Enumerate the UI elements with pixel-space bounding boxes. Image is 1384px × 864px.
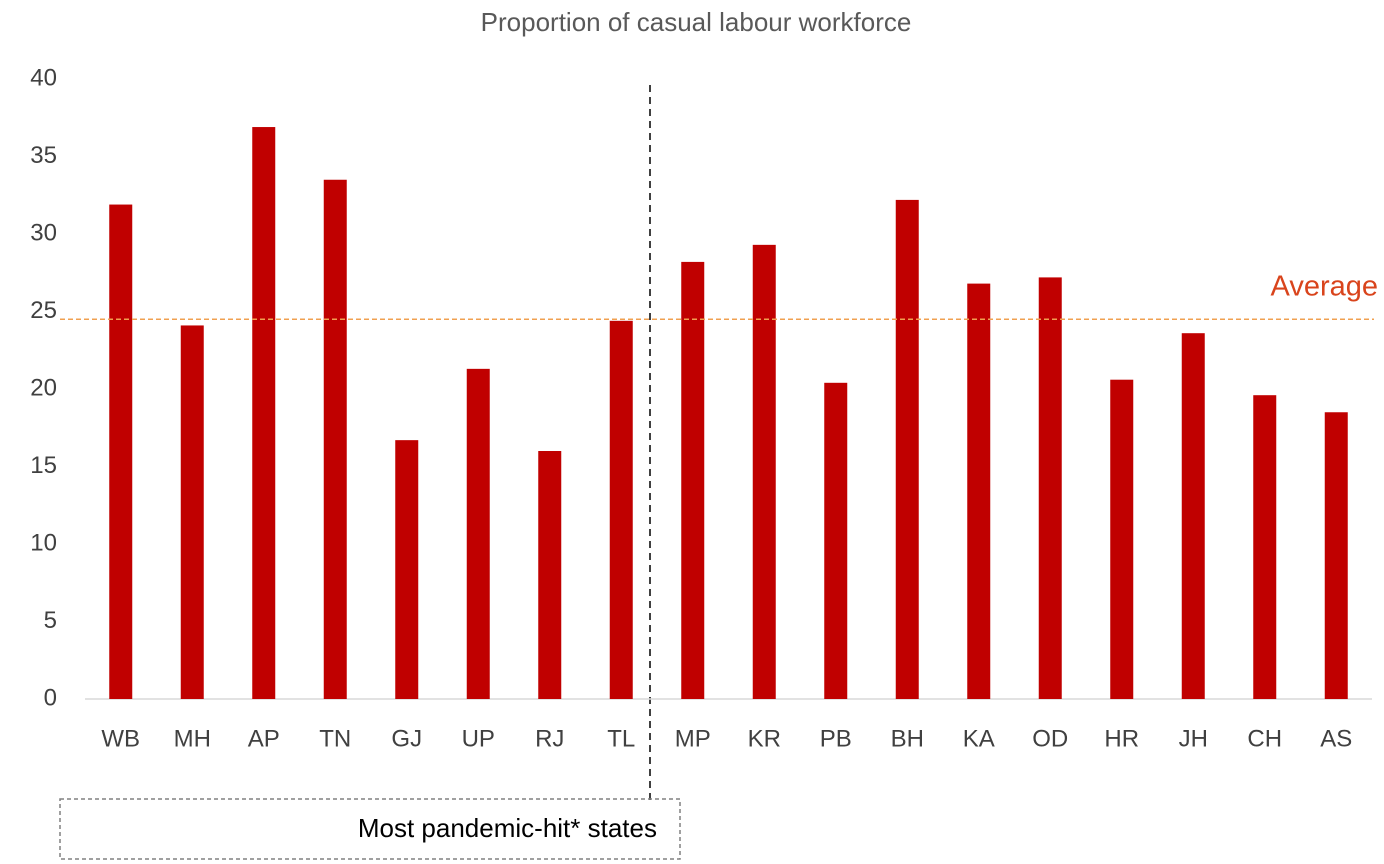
group-label: Most pandemic-hit* states bbox=[358, 813, 657, 843]
x-tick-label: MP bbox=[675, 725, 711, 752]
bar bbox=[109, 204, 133, 700]
y-tick-label: 35 bbox=[30, 142, 57, 169]
x-tick-label: GJ bbox=[391, 725, 422, 752]
x-tick-label: AP bbox=[248, 725, 280, 752]
x-tick-label: HR bbox=[1104, 725, 1139, 752]
bar bbox=[1181, 333, 1205, 699]
group-box bbox=[59, 798, 681, 860]
bar bbox=[681, 261, 705, 699]
bar bbox=[609, 320, 633, 699]
bar bbox=[252, 127, 276, 700]
bar bbox=[967, 283, 991, 699]
y-tick-label: 15 bbox=[30, 452, 57, 479]
y-tick-label: 40 bbox=[30, 64, 57, 91]
bar bbox=[1110, 379, 1134, 699]
x-tick-label: MH bbox=[174, 725, 211, 752]
bar bbox=[323, 179, 347, 699]
y-tick-label: 0 bbox=[44, 684, 57, 711]
bar bbox=[466, 368, 490, 699]
y-tick-label: 25 bbox=[30, 297, 57, 324]
y-tick-label: 30 bbox=[30, 219, 57, 246]
x-tick-label: CH bbox=[1247, 725, 1282, 752]
y-tick-label: 5 bbox=[44, 607, 57, 634]
x-tick-label: AS bbox=[1320, 725, 1352, 752]
bar bbox=[395, 440, 419, 699]
bar bbox=[1253, 395, 1277, 699]
y-tick-label: 20 bbox=[30, 374, 57, 401]
x-tick-label: WB bbox=[101, 725, 140, 752]
x-tick-label: TN bbox=[319, 725, 351, 752]
bar bbox=[1324, 412, 1348, 699]
bar bbox=[752, 244, 776, 699]
bar bbox=[895, 199, 919, 699]
bar bbox=[824, 382, 848, 699]
y-tick-label: 10 bbox=[30, 529, 57, 556]
x-tick-label: UP bbox=[462, 725, 495, 752]
bar bbox=[1038, 277, 1062, 699]
x-tick-label: RJ bbox=[535, 725, 564, 752]
x-tick-label: KA bbox=[963, 725, 995, 752]
bar bbox=[538, 451, 562, 699]
bar bbox=[180, 325, 204, 699]
x-tick-label: BH bbox=[891, 725, 924, 752]
x-tick-label: JH bbox=[1179, 725, 1208, 752]
x-tick-label: OD bbox=[1032, 725, 1068, 752]
chart-title: Proportion of casual labour workforce bbox=[481, 7, 912, 37]
x-tick-label: PB bbox=[820, 725, 852, 752]
x-tick-label: KR bbox=[748, 725, 781, 752]
average-label: Average bbox=[1271, 271, 1379, 303]
x-tick-label: TL bbox=[607, 725, 635, 752]
